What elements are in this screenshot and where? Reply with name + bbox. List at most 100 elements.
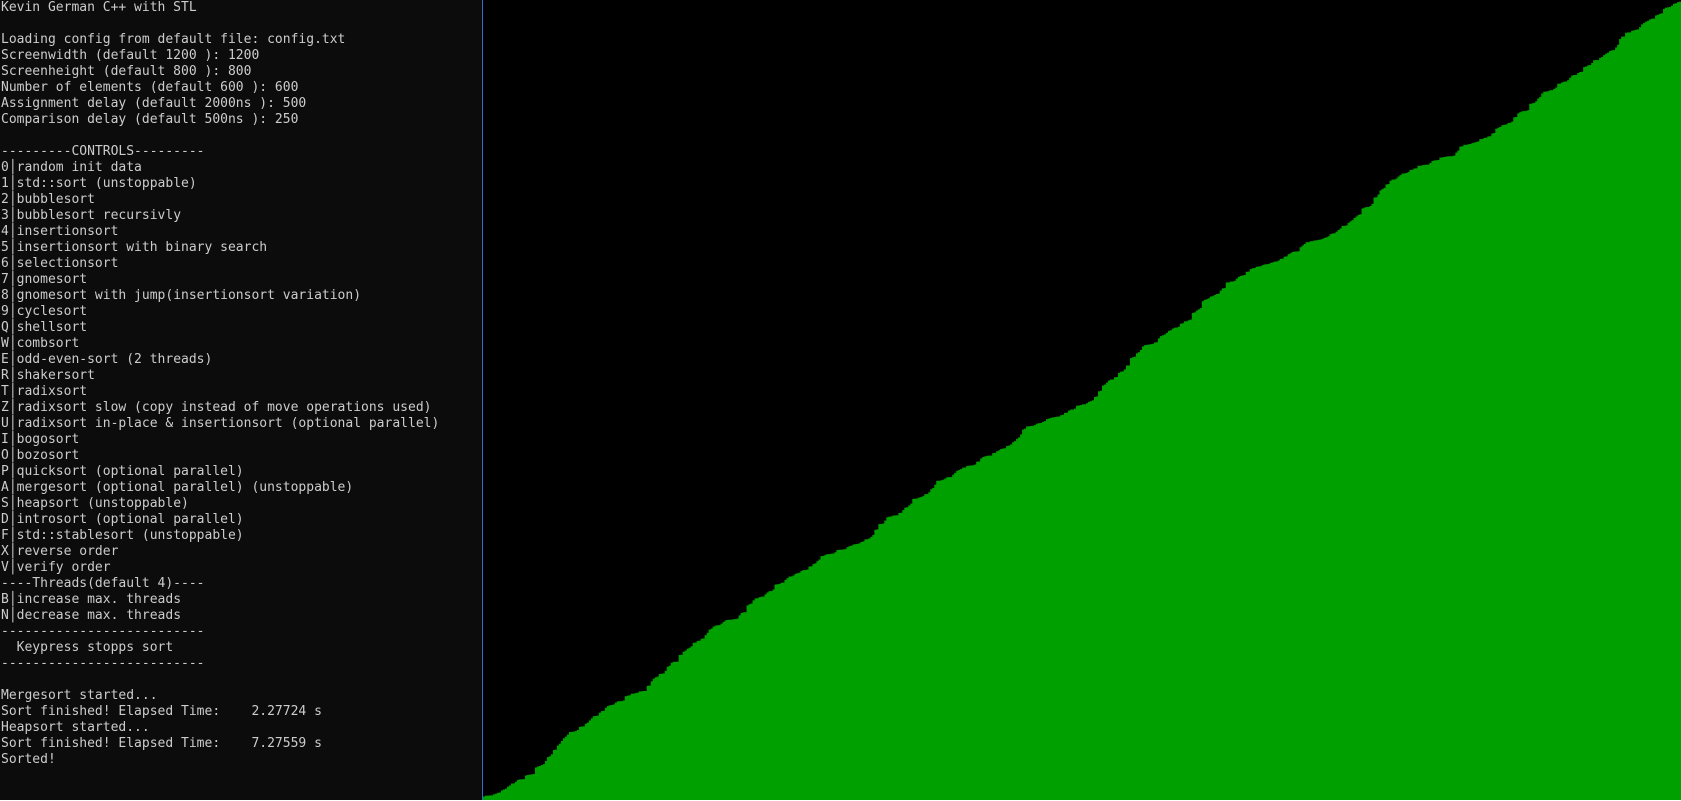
sort-bar (1157, 338, 1161, 800)
sort-bar (1311, 241, 1315, 800)
control-label: heapsort (unstoppable) (16, 496, 189, 511)
sort-bar (756, 598, 760, 800)
sort-bar (574, 731, 578, 800)
sort-bar (1641, 24, 1644, 800)
sort-bar (1661, 13, 1664, 800)
console-window[interactable]: Kevin German C++ with STL Loading config… (0, 0, 482, 800)
sort-bar (1495, 128, 1498, 800)
control-label: radixsort (16, 384, 88, 399)
sort-bar (536, 766, 540, 800)
sort-bar (748, 604, 752, 800)
sort-bar (1147, 344, 1151, 800)
sort-bar (890, 516, 893, 800)
sort-bars-canvas (483, 1, 1681, 800)
sort-bar (1383, 187, 1387, 800)
sort-bar (1181, 323, 1185, 800)
sort-bar (1070, 409, 1073, 800)
sort-bar (1617, 44, 1620, 800)
sort-bar (510, 783, 514, 800)
sort-bar (1503, 124, 1506, 800)
sort-bar (1675, 3, 1678, 800)
sort-bar (1271, 262, 1275, 800)
sort-bar (974, 464, 977, 800)
sort-bar (498, 792, 502, 800)
sort-bar (1653, 18, 1656, 800)
sort-bar (1497, 127, 1500, 800)
sort-bar (1407, 172, 1411, 800)
sort-bar (1317, 239, 1321, 800)
sort-bar (1609, 50, 1612, 800)
sort-bar (710, 628, 714, 800)
sort-bar (1625, 32, 1628, 800)
sort-bar (592, 716, 596, 800)
sort-bar (822, 555, 826, 800)
sort-bar (1391, 179, 1395, 800)
sort-bar (792, 575, 796, 800)
config-block: Loading config from default file: config… (1, 32, 482, 128)
sort-bar (568, 731, 572, 800)
sort-bar (714, 625, 718, 800)
sort-bar (820, 556, 824, 800)
sort-bar (742, 612, 746, 800)
control-row: A│mergesort (optional parallel) (unstopp… (1, 480, 482, 496)
sort-bar (804, 570, 808, 800)
sort-bar (718, 625, 722, 800)
sort-bar (678, 654, 682, 800)
sort-bar (654, 677, 658, 800)
sort-bar (886, 517, 889, 800)
control-label: insertionsort (16, 224, 119, 239)
sort-bar (1607, 52, 1610, 800)
sort-bar (984, 456, 987, 800)
sort-bar (682, 651, 686, 800)
sort-bar (1475, 142, 1478, 800)
log-line: Sort finished! Elapsed Time: 7.27559 s (1, 736, 322, 751)
sort-bar (1022, 429, 1025, 800)
sort-bar (1165, 332, 1169, 800)
sort-bar (522, 779, 526, 800)
sort-bar (556, 745, 560, 800)
controls-header: ---------CONTROLS--------- (1, 144, 205, 159)
sort-visualization-window[interactable] (483, 0, 1681, 800)
sort-bar (1327, 236, 1331, 800)
sort-bar (1553, 88, 1556, 800)
log-line: Sort finished! Elapsed Time: 2.27724 s (1, 704, 322, 719)
sort-bar (1459, 146, 1462, 800)
sort-bar (520, 779, 524, 800)
sort-bar (774, 584, 778, 800)
sort-bar (1129, 358, 1133, 800)
sort-bar (784, 579, 788, 800)
sort-bar (1541, 93, 1544, 800)
control-key: 3 (1, 208, 9, 223)
sort-bar (636, 692, 640, 800)
sort-bar (962, 467, 965, 800)
sort-bar (904, 507, 907, 800)
sort-bar (1377, 194, 1381, 800)
sort-bar (628, 695, 632, 800)
sort-bar (864, 539, 867, 800)
sort-bar (1559, 83, 1562, 800)
sort-bar (1573, 74, 1576, 800)
control-separator: │ (8, 592, 17, 607)
sort-bar (1449, 156, 1452, 800)
control-key: I (1, 432, 9, 447)
sort-bar (668, 665, 672, 800)
sort-bar (1413, 168, 1417, 800)
sort-bar (1237, 276, 1241, 800)
sort-bar (720, 623, 724, 800)
sort-bar (986, 455, 989, 800)
sort-bar (1489, 136, 1492, 800)
sort-bar (1295, 251, 1299, 800)
sort-bar (1285, 256, 1289, 800)
sort-bar (1447, 156, 1450, 800)
sort-bar (1137, 352, 1141, 800)
sort-bar (898, 512, 901, 800)
sort-bar (1127, 365, 1131, 800)
sort-bar (1111, 379, 1115, 800)
sort-bar (548, 756, 552, 800)
sort-bar (1305, 242, 1309, 800)
sort-bar (968, 465, 971, 800)
sort-bar (1597, 60, 1600, 800)
sort-bar (1185, 321, 1189, 800)
control-key: Z (1, 400, 9, 415)
sort-bar (1229, 281, 1233, 800)
